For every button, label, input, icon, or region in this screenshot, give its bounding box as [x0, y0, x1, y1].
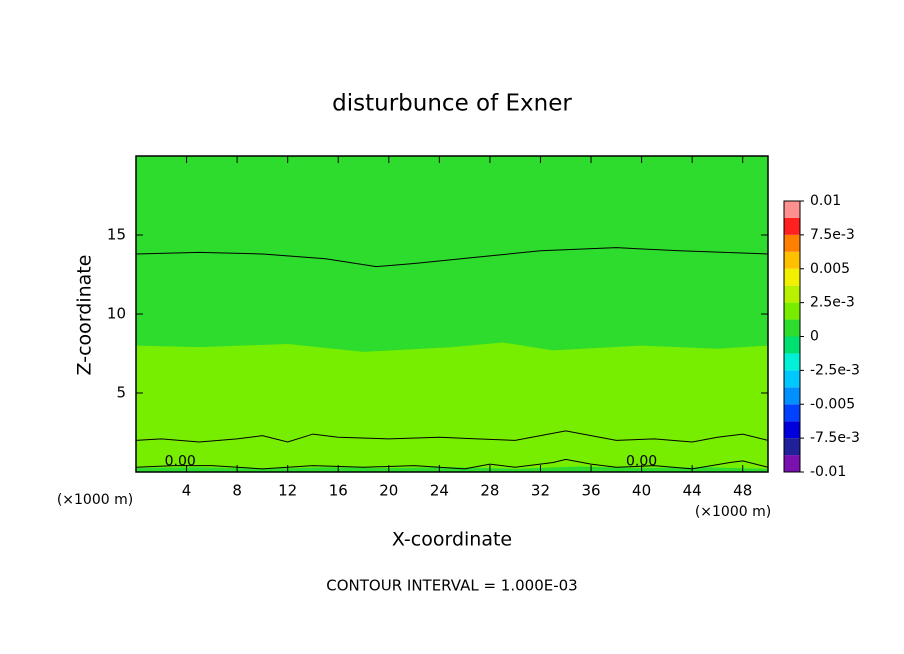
colorbar-band	[784, 370, 800, 388]
colorbar-tick-label: -7.5e-3	[810, 430, 860, 446]
y-tick-label: 5	[116, 384, 126, 402]
colorbar-band	[784, 285, 800, 303]
x-tick-label: 20	[379, 482, 398, 500]
x-unit-label: (×1000 m)	[695, 504, 771, 520]
contour-label: 0.00	[165, 453, 196, 469]
x-tick-label: 36	[581, 482, 600, 500]
colorbar-band	[784, 438, 800, 456]
x-tick-label: 44	[683, 482, 702, 500]
x-unit-label: (×1000 m)	[57, 492, 133, 508]
colorbar-tick-label: 2.5e-3	[810, 295, 855, 311]
footer-note: CONTOUR INTERVAL = 1.000E-03	[326, 577, 577, 595]
colorbar-band	[784, 336, 800, 354]
colorbar-band	[784, 404, 800, 422]
colorbar-band	[784, 234, 800, 252]
colorbar-tick-label: -0.01	[810, 464, 846, 480]
y-tick-label: 10	[107, 305, 126, 323]
colorbar-tick-label: 0	[810, 329, 819, 345]
plot-area: 0.00 0.00	[136, 156, 768, 472]
y-tick-label: 15	[107, 226, 126, 244]
colorbar-tick-label: 0.01	[810, 193, 841, 209]
colorbar-tick-label: -2.5e-3	[810, 362, 860, 378]
x-tick-label: 24	[430, 482, 449, 500]
contour-line	[136, 430, 768, 443]
colorbar-band	[784, 217, 800, 235]
colorbar-band	[784, 302, 800, 320]
colorbar-band	[784, 353, 800, 371]
filled-region	[136, 466, 768, 472]
x-tick-label: 40	[632, 482, 651, 500]
colorbar-band	[784, 421, 800, 439]
colorbar-band	[784, 201, 800, 218]
contour-line	[136, 247, 768, 268]
colorbar-tick-label: -0.005	[810, 396, 855, 412]
y-axis-label: Z-coordinate	[74, 255, 96, 376]
x-tick-label: 8	[232, 482, 242, 500]
colorbar-tick-label: 0.005	[810, 261, 850, 277]
x-tick-label: 48	[733, 482, 752, 500]
chart-title: disturbunce of Exner	[332, 91, 572, 117]
x-tick-label: 4	[182, 482, 192, 500]
x-tick-label: 12	[278, 482, 297, 500]
x-tick-label: 28	[480, 482, 499, 500]
filled-region	[136, 342, 768, 472]
colorbar-band	[784, 319, 800, 337]
colorbar-band	[784, 387, 800, 405]
colorbar-tick-label: 7.5e-3	[810, 227, 855, 243]
x-tick-label: 32	[531, 482, 550, 500]
colorbar-band	[784, 251, 800, 269]
x-tick-label: 16	[329, 482, 348, 500]
colorbar-band	[784, 268, 800, 286]
contour-label: 0.00	[626, 453, 657, 469]
x-axis-label: X-coordinate	[392, 529, 512, 551]
overlay: 4 8 12 16 20 24 28 32 36 40 44 48510150.017.5e-30.0…	[107, 155, 860, 500]
colorbar-band	[784, 455, 800, 472]
